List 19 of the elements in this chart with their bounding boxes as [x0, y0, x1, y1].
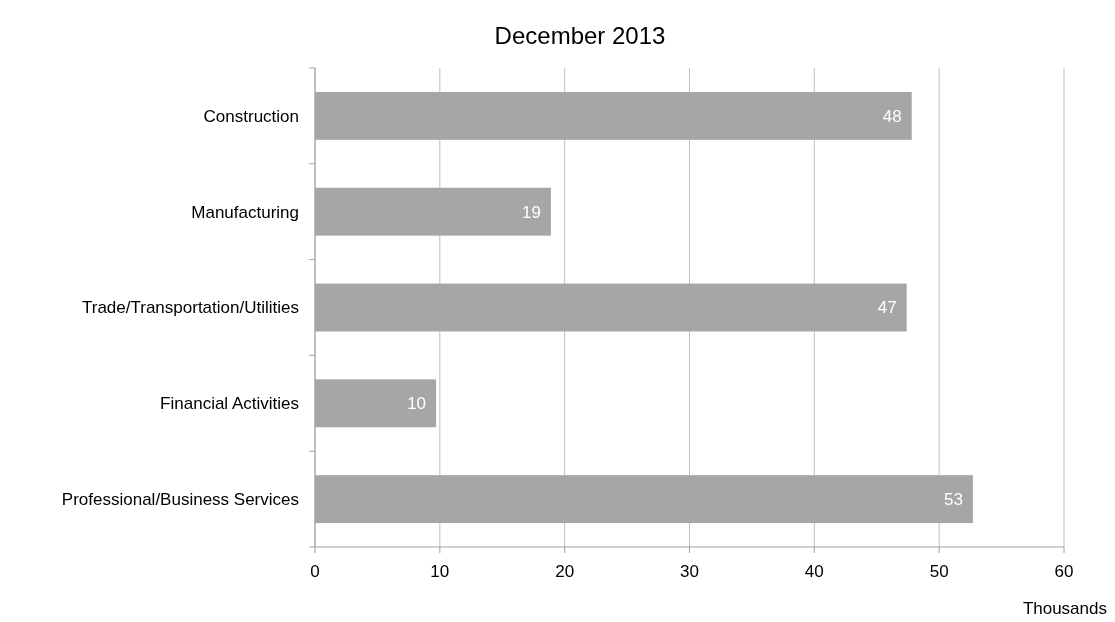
x-tick-label: 50 — [929, 562, 949, 581]
x-tick-label: 10 — [430, 562, 450, 581]
y-tick-label: Financial Activities — [160, 394, 299, 414]
data-label: 53 — [943, 490, 963, 510]
y-tick-label: Manufacturing — [191, 202, 299, 222]
x-tick-label: 40 — [804, 562, 824, 581]
data-label: 47 — [877, 298, 897, 318]
y-tick-label: Construction — [203, 106, 299, 126]
x-tick-label: 0 — [310, 562, 320, 581]
x-tick-label: 60 — [1054, 562, 1074, 581]
data-label: 48 — [882, 106, 902, 126]
y-tick-label: Professional/Business Services — [61, 490, 299, 510]
y-tick-label: Trade/Transportation/Utilities — [82, 298, 299, 318]
x-axis-title: Thousands — [1022, 599, 1107, 618]
chart-title: December 2013 — [494, 22, 666, 49]
data-label: 19 — [522, 202, 541, 222]
x-tick-label: 20 — [555, 562, 575, 581]
data-label: 10 — [407, 394, 427, 414]
x-tick-label: 30 — [680, 562, 699, 581]
